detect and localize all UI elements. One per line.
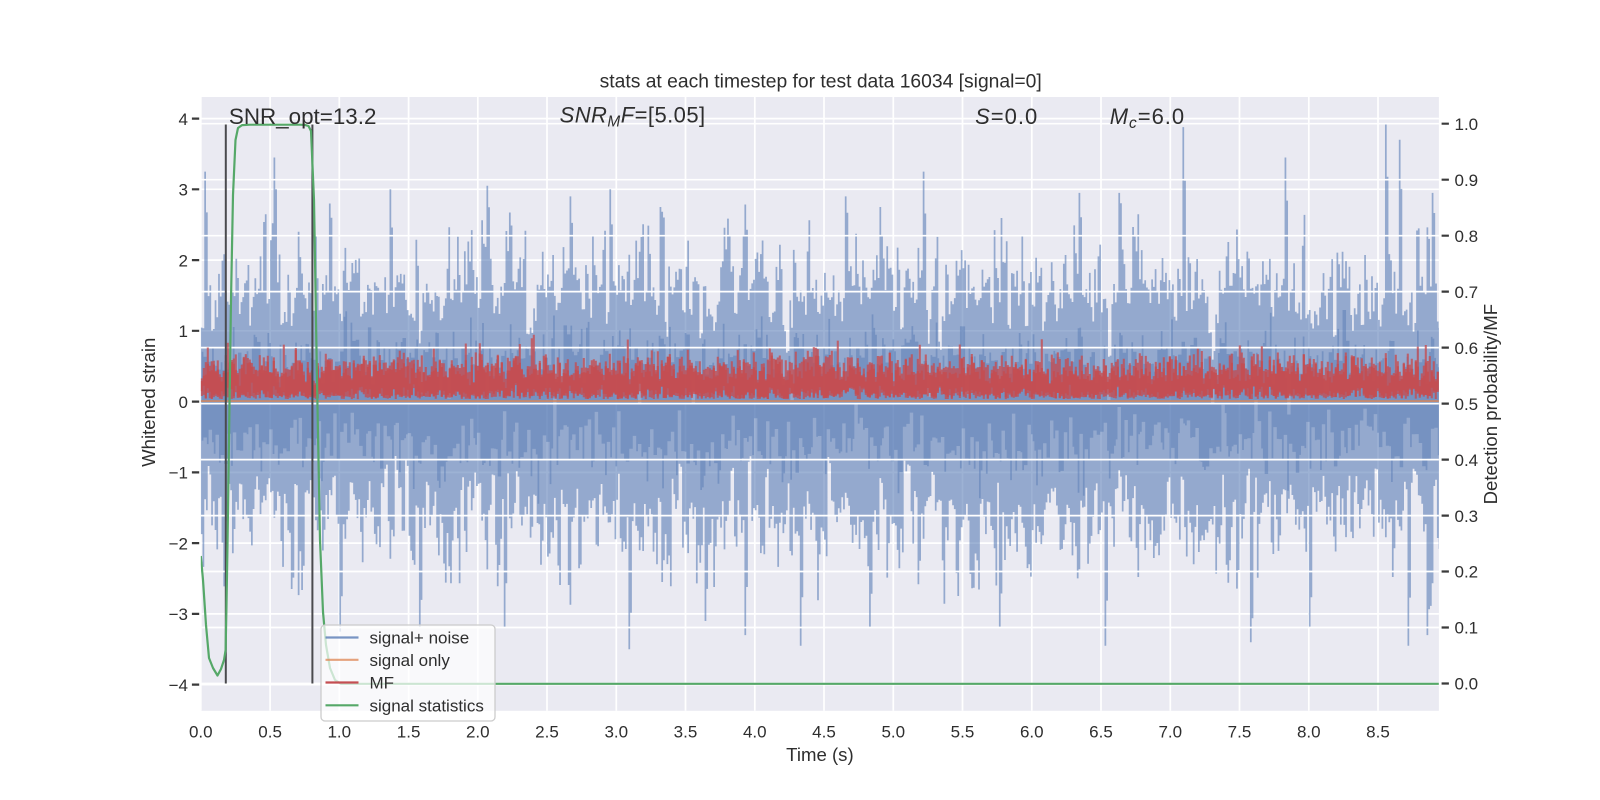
svg-text:1.0: 1.0 xyxy=(1455,115,1479,134)
svg-text:5.0: 5.0 xyxy=(881,722,905,741)
svg-text:Detection probability/MF: Detection probability/MF xyxy=(1480,304,1501,504)
svg-text:−2: −2 xyxy=(169,534,188,553)
svg-text:−1: −1 xyxy=(169,464,188,483)
svg-text:6.5: 6.5 xyxy=(1089,722,1113,741)
svg-text:0.5: 0.5 xyxy=(1455,395,1479,414)
svg-text:0.8: 0.8 xyxy=(1455,227,1479,246)
svg-text:0: 0 xyxy=(179,393,188,412)
svg-text:Mc=6.0: Mc=6.0 xyxy=(1110,104,1185,132)
svg-text:SNR_opt=13.2: SNR_opt=13.2 xyxy=(229,104,377,129)
svg-text:0.0: 0.0 xyxy=(1455,675,1479,694)
svg-text:Time (s): Time (s) xyxy=(786,744,853,765)
svg-text:signal only: signal only xyxy=(370,651,451,670)
svg-text:Whitened strain: Whitened strain xyxy=(138,338,159,467)
svg-text:signal statistics: signal statistics xyxy=(370,696,484,715)
svg-text:0.1: 0.1 xyxy=(1455,619,1479,638)
svg-text:4: 4 xyxy=(179,110,188,129)
svg-text:8.0: 8.0 xyxy=(1297,722,1321,741)
svg-text:0.4: 0.4 xyxy=(1455,451,1479,470)
svg-text:stats at each timestep for tes: stats at each timestep for test data 160… xyxy=(600,72,1042,93)
svg-text:−3: −3 xyxy=(169,605,188,624)
svg-text:signal+ noise: signal+ noise xyxy=(370,629,470,648)
svg-text:S=0.0: S=0.0 xyxy=(975,104,1038,129)
svg-text:0.5: 0.5 xyxy=(258,722,282,741)
svg-text:2.0: 2.0 xyxy=(466,722,490,741)
svg-text:1.0: 1.0 xyxy=(327,722,351,741)
svg-text:3.0: 3.0 xyxy=(604,722,628,741)
svg-text:−4: −4 xyxy=(169,676,188,695)
svg-text:3.5: 3.5 xyxy=(674,722,698,741)
svg-text:0.6: 0.6 xyxy=(1455,339,1479,358)
svg-text:0.7: 0.7 xyxy=(1455,283,1479,302)
svg-text:SNRMF=[5.05]: SNRMF=[5.05] xyxy=(560,103,706,131)
svg-text:4.0: 4.0 xyxy=(743,722,767,741)
svg-text:4.5: 4.5 xyxy=(812,722,836,741)
svg-text:MF: MF xyxy=(370,674,395,693)
svg-text:0.3: 0.3 xyxy=(1455,507,1479,526)
svg-text:1.5: 1.5 xyxy=(397,722,421,741)
svg-text:5.5: 5.5 xyxy=(951,722,975,741)
svg-text:0.2: 0.2 xyxy=(1455,563,1479,582)
svg-text:3: 3 xyxy=(179,181,188,200)
svg-text:1: 1 xyxy=(179,322,188,341)
svg-text:7.5: 7.5 xyxy=(1228,722,1252,741)
svg-text:6.0: 6.0 xyxy=(1020,722,1044,741)
svg-text:0.9: 0.9 xyxy=(1455,171,1479,190)
svg-text:7.0: 7.0 xyxy=(1158,722,1182,741)
svg-text:2.5: 2.5 xyxy=(535,722,559,741)
svg-text:2: 2 xyxy=(179,251,188,270)
svg-text:0.0: 0.0 xyxy=(189,722,213,741)
svg-text:8.5: 8.5 xyxy=(1366,722,1390,741)
